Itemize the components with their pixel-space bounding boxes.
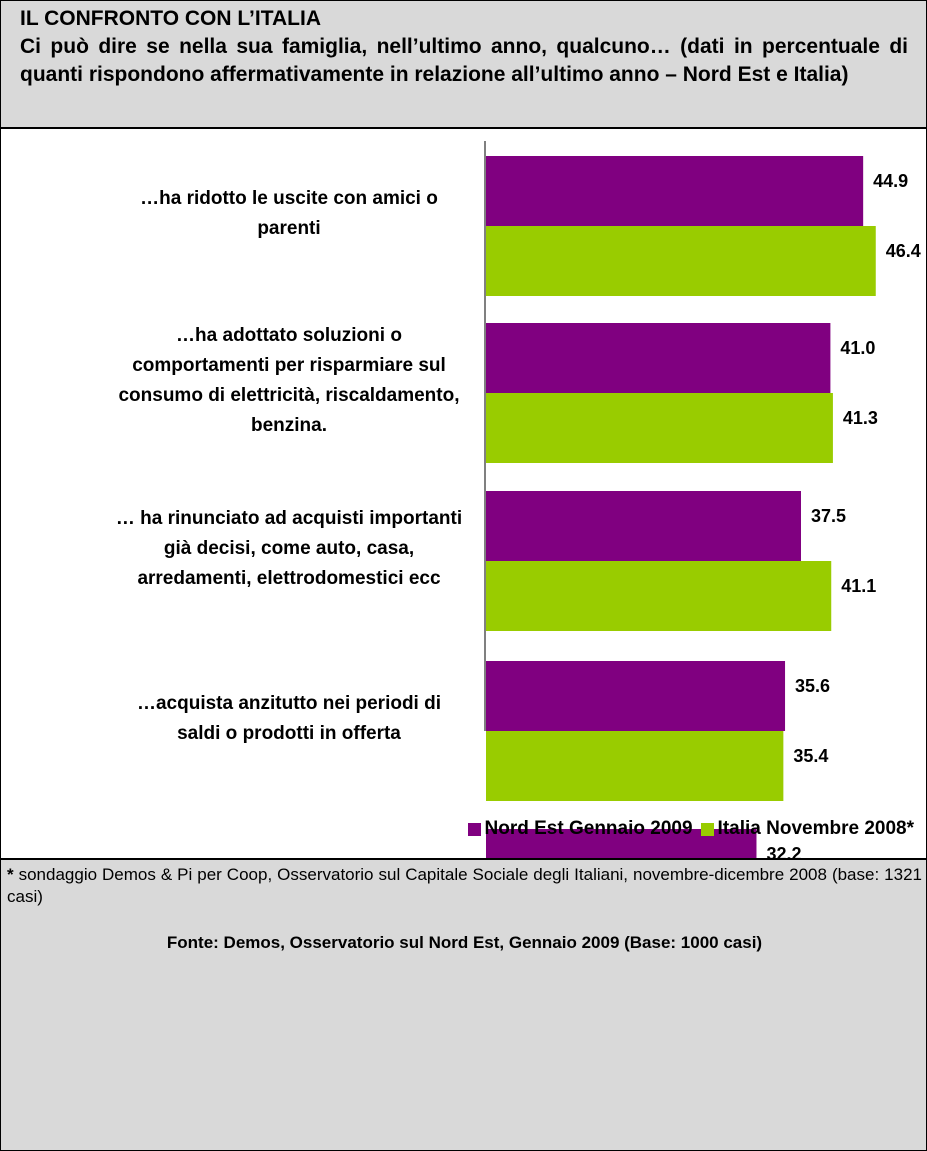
value-label-italia-1: 46.4 — [886, 241, 921, 261]
bar-italia-2 — [486, 393, 833, 463]
legend-item-italia: Italia Novembre 2008* — [700, 818, 914, 840]
category-label-line: …acquista anzitutto nei periodi di — [137, 693, 441, 714]
value-label-nord-est-1: 44.9 — [873, 171, 908, 191]
legend-label-nord-est: Nord Est Gennaio 2009 — [484, 818, 693, 839]
value-label-italia-3: 41.1 — [841, 576, 876, 596]
category-label-line: consumo di elettricità, riscaldamento, — [118, 385, 459, 406]
footnote-mark: * — [7, 865, 14, 884]
value-label-italia-2: 41.3 — [843, 408, 878, 428]
bar-italia-1 — [486, 226, 876, 296]
bar-italia-4 — [486, 731, 784, 801]
legend-swatch-nord-est — [467, 822, 481, 836]
bar-nord-est-1 — [486, 156, 864, 226]
chart-header: IL CONFRONTO CON L’ITALIA Ci può dire se… — [1, 1, 926, 129]
value-label-nord-est-3: 37.5 — [811, 506, 846, 526]
value-label-nord-est-5: 32.2 — [766, 844, 801, 858]
bar-chart: 44.941.037.535.632.246.441.341.135.433.3… — [116, 141, 921, 858]
chart-footer: * sondaggio Demos & Pi per Coop, Osserva… — [1, 858, 926, 1150]
category-label-line: saldi o prodotti in offerta — [177, 723, 401, 744]
chart-subtitle: Ci può dire se nella sua famiglia, nell’… — [20, 35, 908, 86]
category-label-line: parenti — [257, 218, 320, 239]
legend: Nord Est Gennaio 2009 Italia Novembre 20… — [460, 818, 914, 840]
category-label-line: comportamenti per risparmiare sul — [132, 355, 446, 376]
legend-label-italia: Italia Novembre 2008* — [717, 818, 914, 839]
bar-nord-est-2 — [486, 323, 831, 393]
category-label-4: …acquista anzitutto nei periodi di saldi … — [137, 693, 441, 744]
value-label-nord-est-2: 41.0 — [840, 338, 875, 358]
chart-area: 44.941.037.535.632.246.441.341.135.433.3… — [1, 129, 926, 858]
source-note: Fonte: Demos, Osservatorio sul Nord Est,… — [166, 933, 763, 952]
bar-italia-3 — [486, 561, 832, 631]
category-label-line: … ha rinunciato ad acquisti importanti — [116, 508, 462, 529]
category-label-line: …ha ridotto le uscite con amici o — [140, 188, 438, 209]
legend-item-nord-est: Nord Est Gennaio 2009 — [467, 818, 693, 840]
footnote-text: sondaggio Demos & Pi per Coop, Osservato… — [7, 865, 922, 906]
category-label-line: arredamenti, elettrodomestici ecc — [137, 568, 440, 589]
value-label-nord-est-4: 35.6 — [795, 676, 830, 696]
bar-nord-est-3 — [486, 491, 801, 561]
category-label-2: …ha adottato soluzioni o comportamenti pe… — [118, 325, 459, 436]
bar-nord-est-4 — [486, 661, 786, 731]
legend-swatch-italia — [700, 822, 714, 836]
category-label-3: … ha rinunciato ad acquisti importanti gi… — [116, 508, 462, 589]
footnote: * sondaggio Demos & Pi per Coop, Osserva… — [7, 864, 922, 908]
value-label-italia-4: 35.4 — [793, 746, 828, 766]
category-label-1: …ha ridotto le uscite con amici o parenti — [140, 188, 438, 239]
category-label-line: già decisi, come auto, casa, — [164, 538, 414, 559]
chart-title: IL CONFRONTO CON L’ITALIA — [20, 7, 321, 30]
category-label-line: …ha adottato soluzioni o — [176, 325, 402, 346]
category-label-line: benzina. — [251, 415, 327, 436]
